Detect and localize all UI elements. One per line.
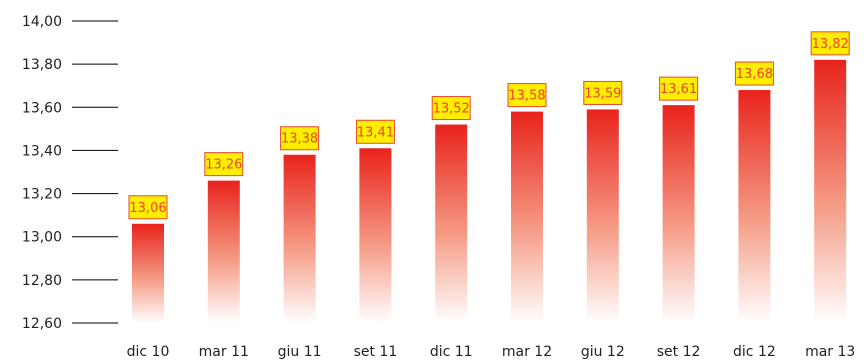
bar bbox=[132, 223, 164, 323]
bar bbox=[435, 124, 468, 324]
y-tick-label: 13,20 bbox=[22, 187, 62, 203]
bar bbox=[511, 111, 543, 323]
x-tick-label: dic 12 bbox=[733, 344, 776, 360]
y-tick-label: 13,40 bbox=[22, 143, 62, 159]
x-axis: dic 10 mar 11 giu 11 set 11 dic 11 mar 12 giu … bbox=[127, 344, 856, 360]
data-label-box bbox=[204, 152, 244, 177]
data-label: 13,52 bbox=[433, 102, 470, 117]
data-label: 13,41 bbox=[357, 125, 394, 140]
x-tick-label: giu 12 bbox=[581, 344, 625, 360]
x-tick-label: set 12 bbox=[657, 344, 701, 360]
data-label: 13,38 bbox=[281, 132, 318, 147]
x-tick-label: mar 13 bbox=[805, 344, 855, 360]
data-label: 13,68 bbox=[736, 67, 773, 82]
x-tick-label: set 11 bbox=[354, 344, 398, 360]
data-label: 13,06 bbox=[129, 201, 166, 216]
data-label-box bbox=[734, 61, 774, 86]
x-tick-label: dic 10 bbox=[127, 344, 170, 360]
bar bbox=[738, 90, 771, 324]
x-tick-label: mar 11 bbox=[199, 344, 249, 360]
x-tick-label: giu 11 bbox=[278, 344, 322, 360]
data-label-box bbox=[280, 126, 320, 151]
x-tick-label: dic 11 bbox=[430, 344, 473, 360]
y-tick-label: 12,80 bbox=[22, 273, 62, 289]
data-label: 13,26 bbox=[205, 158, 242, 173]
y-tick-label: 13,00 bbox=[22, 230, 62, 246]
data-label-box bbox=[507, 83, 547, 108]
data-label: 13,82 bbox=[812, 37, 849, 52]
data-labels: 13,06 13,26 13,38 13,41 13,52 13,58 13,59 13,61… bbox=[128, 31, 850, 220]
y-axis: 12,60 12,80 13,00 13,20 13,40 13,60 13,80 14,00 bbox=[22, 14, 118, 332]
data-label-box bbox=[659, 76, 699, 101]
bars bbox=[132, 59, 847, 324]
data-label-box bbox=[431, 96, 471, 121]
data-label: 13,58 bbox=[508, 89, 545, 104]
bar bbox=[207, 180, 240, 323]
y-tick-label: 13,80 bbox=[22, 57, 62, 73]
bar bbox=[662, 105, 695, 323]
data-label: 13,59 bbox=[584, 86, 621, 101]
y-tick-label: 13,60 bbox=[22, 100, 62, 116]
data-label-box bbox=[583, 80, 623, 105]
data-label-box bbox=[810, 31, 850, 56]
bar bbox=[814, 59, 847, 323]
x-tick-label: mar 12 bbox=[502, 344, 552, 360]
bar bbox=[359, 148, 392, 323]
data-label-box bbox=[128, 195, 168, 220]
data-label: 13,61 bbox=[660, 82, 697, 97]
y-tick-label: 14,00 bbox=[22, 14, 62, 30]
y-tick-label: 12,60 bbox=[22, 316, 62, 332]
bar bbox=[283, 154, 316, 323]
data-label-box bbox=[355, 119, 395, 144]
bar bbox=[586, 109, 619, 323]
